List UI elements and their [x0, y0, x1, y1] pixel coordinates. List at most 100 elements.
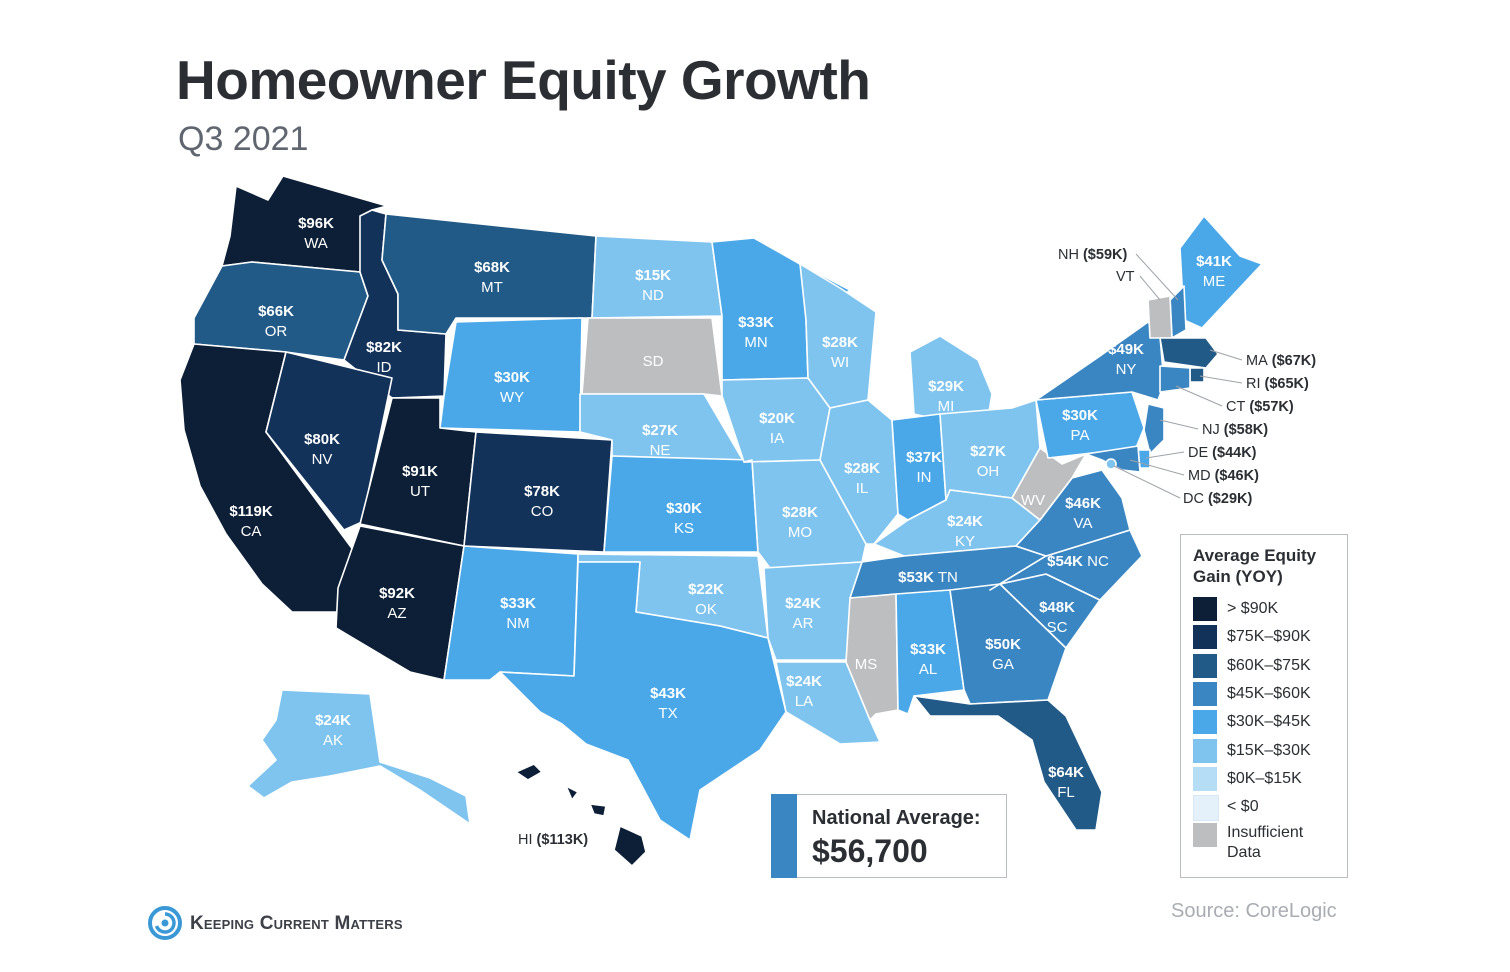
state-value-me: $41K	[1196, 253, 1232, 270]
state-abbr-mo: MO	[788, 524, 812, 541]
page-subtitle: Q3 2021	[178, 120, 309, 158]
state-abbr-nd: ND	[642, 287, 664, 304]
state-label-wv: WV	[1021, 492, 1045, 509]
callout-abbr-md: MD	[1188, 468, 1211, 484]
state-value-ut: $91K	[402, 463, 438, 480]
state-value-ca: $119K	[229, 503, 273, 520]
state-wy	[439, 317, 583, 433]
callout-line-nj	[1159, 419, 1199, 430]
national-average-value: $56,700	[812, 833, 928, 869]
callout-line-ma	[1209, 349, 1243, 361]
source-credit: Source: CoreLogic	[1171, 900, 1337, 922]
callout-value-de: ($44K)	[1208, 445, 1257, 461]
callout-abbr-ma: MA	[1246, 353, 1268, 369]
state-value-az: $92K	[379, 585, 415, 602]
legend-swatch	[1193, 738, 1217, 763]
state-abbr-wa: WA	[304, 235, 328, 252]
state-abbr-mt: MT	[481, 279, 503, 296]
state-abbr-ne: NE	[650, 442, 671, 459]
state-abbr-va: VA	[1074, 515, 1093, 532]
legend-swatch	[1193, 681, 1217, 706]
state-abbr-sc: SC	[1047, 619, 1068, 636]
state-me	[1179, 215, 1263, 329]
callout-value-md: ($46K)	[1211, 468, 1260, 484]
state-abbr-al: AL	[919, 661, 937, 678]
state-abbr-wi: WI	[831, 354, 849, 371]
callout-ma: MA ($67K)	[1246, 353, 1316, 369]
callout-vt: VT	[1116, 269, 1135, 285]
state-ma	[1159, 337, 1219, 369]
legend-label: Insufficient Data	[1227, 824, 1304, 862]
state-value-wy: $30K	[494, 369, 530, 386]
brand-name: Keeping Current Matters	[190, 913, 403, 934]
state-ri	[1189, 367, 1205, 383]
callout-value-ct: ($57K)	[1245, 399, 1294, 415]
state-value-nv: $80K	[304, 431, 340, 448]
state-value-ne: $27K	[642, 422, 678, 439]
state-value-co: $78K	[524, 483, 560, 500]
state-value-mt: $68K	[474, 259, 510, 276]
callout-nj: NJ ($58K)	[1202, 422, 1268, 438]
state-value-id: $82K	[366, 339, 402, 356]
page-title: Homeowner Equity Growth	[176, 49, 871, 111]
callout-value-dc: ($29K)	[1204, 491, 1253, 507]
legend-swatch	[1193, 653, 1217, 678]
state-abbr-fl: FL	[1057, 784, 1075, 801]
callout-nh: NH ($59K)	[1058, 247, 1127, 263]
state-abbr-pa: PA	[1071, 427, 1090, 444]
state-abbr-ky: KY	[955, 533, 975, 550]
national-average-label: National Average:	[812, 807, 981, 829]
state-value-sc: $48K	[1039, 599, 1075, 616]
state-value-mi: $29K	[928, 378, 964, 395]
state-abbr-nv: NV	[312, 451, 333, 468]
state-label-nc: $54K NC	[1047, 553, 1109, 570]
state-value-ia: $20K	[759, 410, 795, 427]
state-value-ok: $22K	[688, 581, 724, 598]
state-abbr-ut: UT	[410, 483, 430, 500]
state-abbr-ok: OK	[695, 601, 717, 618]
state-value-fl: $64K	[1048, 764, 1084, 781]
state-label-sd: SD	[643, 353, 664, 370]
state-abbr-mn: MN	[744, 334, 767, 351]
state-az	[335, 525, 465, 681]
state-value-nc: $54K	[1047, 553, 1083, 570]
callout-value-hi: ($113K)	[533, 832, 589, 848]
state-label-tn: $53K TN	[898, 569, 958, 586]
callout-abbr-de: DE	[1188, 445, 1208, 461]
state-value-in: $37K	[906, 449, 942, 466]
callout-dc: DC ($29K)	[1183, 491, 1252, 507]
legend-swatch	[1193, 597, 1217, 621]
legend-swatch	[1193, 625, 1217, 650]
state-abbr-wy: WY	[500, 389, 524, 406]
state-nv	[265, 351, 393, 531]
state-abbr-nm: NM	[506, 615, 529, 632]
state-abbr-la: LA	[795, 693, 813, 710]
kcm-swirl-icon	[148, 906, 182, 940]
legend-label: $45K–$60K	[1227, 684, 1311, 702]
state-abbr-co: CO	[531, 503, 554, 520]
state-ny	[1035, 321, 1165, 401]
callout-ri: RI ($65K)	[1246, 376, 1309, 392]
state-abbr-me: ME	[1203, 273, 1226, 290]
state-value-ks: $30K	[666, 500, 702, 517]
national-average-swatch	[771, 794, 797, 878]
state-value-nm: $33K	[500, 595, 536, 612]
legend-swatch	[1193, 710, 1217, 735]
callout-md: MD ($46K)	[1188, 468, 1259, 484]
callout-value-nj: ($58K)	[1220, 422, 1269, 438]
legend-label: $75K–$90K	[1227, 628, 1311, 646]
state-abbr-az: AZ	[387, 605, 406, 622]
legend-label: $15K–$30K	[1227, 741, 1311, 759]
state-vt	[1147, 295, 1173, 339]
callout-abbr-nh: NH	[1058, 247, 1079, 263]
callout-line-nh	[1135, 253, 1179, 301]
callout-abbr-vt: VT	[1116, 269, 1135, 285]
state-value-wa: $96K	[298, 215, 334, 232]
state-value-la: $24K	[786, 673, 822, 690]
callout-line-ri	[1199, 375, 1243, 384]
state-abbr-tn: TN	[934, 569, 958, 586]
callout-abbr-hi: HI	[518, 832, 533, 848]
legend-label: $60K–$75K	[1227, 656, 1311, 674]
state-dc	[1105, 458, 1117, 470]
callout-abbr-dc: DC	[1183, 491, 1204, 507]
